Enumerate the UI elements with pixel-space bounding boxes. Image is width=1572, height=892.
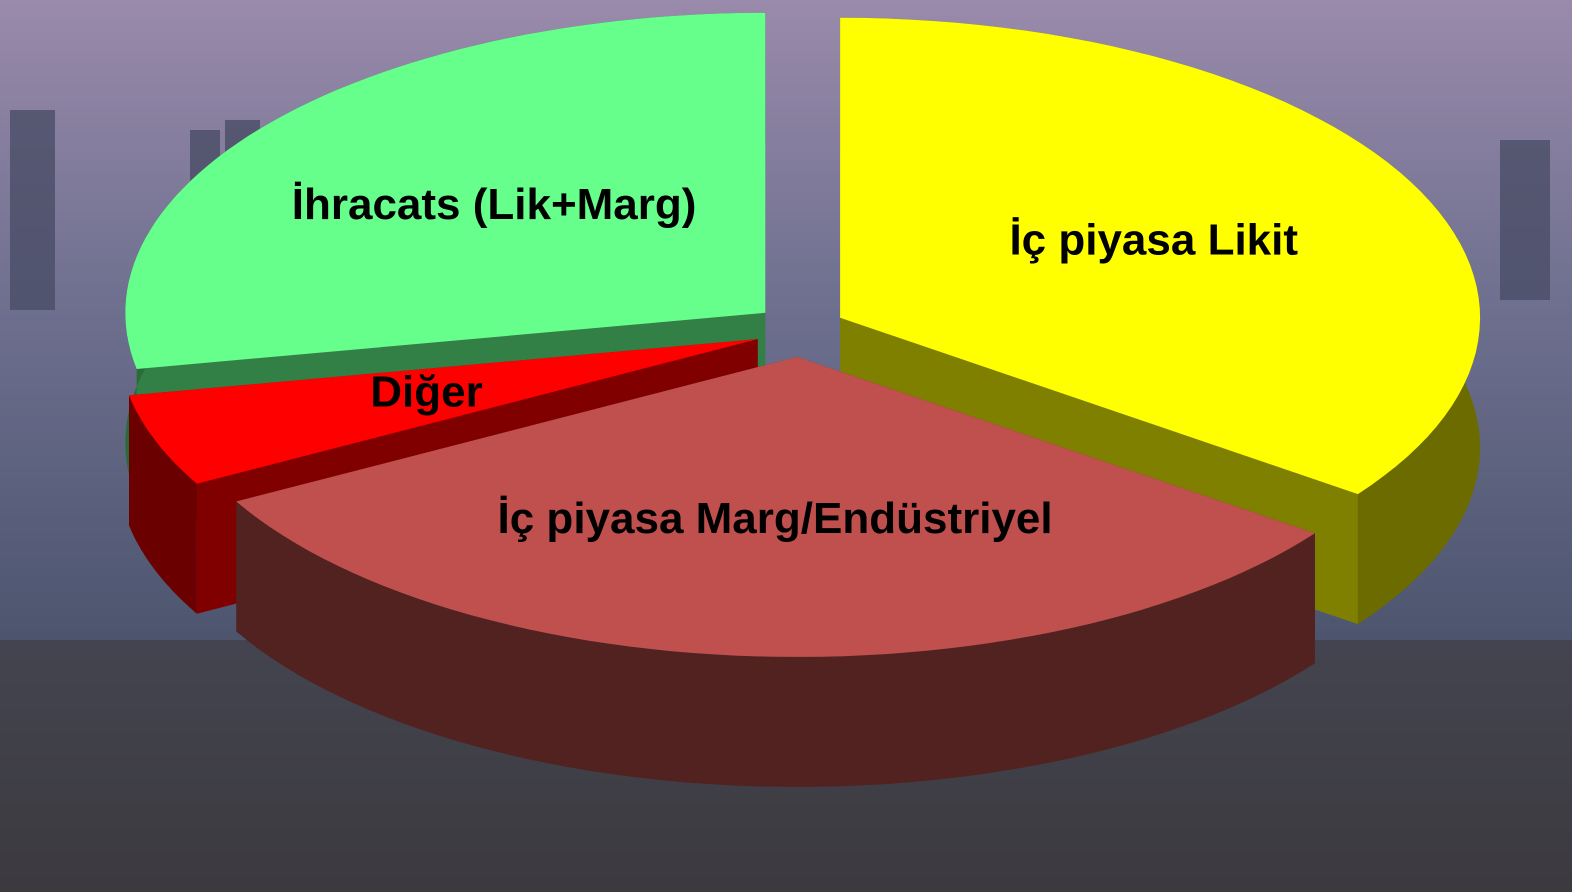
slice-side bbox=[236, 501, 1315, 787]
slice-label: İç piyasa Marg/Endüstriyel bbox=[498, 494, 1053, 543]
slice bbox=[840, 17, 1481, 495]
slice-side bbox=[129, 395, 197, 614]
slice-label: İç piyasa Likit bbox=[1009, 215, 1298, 264]
pie: İç piyasa Likit İç piyasa Marg/Endüstriye… bbox=[125, 12, 1481, 787]
slice-label: İhracats (Lik+Marg) bbox=[292, 180, 697, 229]
slice-label: Diğer bbox=[370, 368, 482, 417]
slice bbox=[236, 356, 1315, 657]
slice bbox=[129, 339, 758, 484]
slice bbox=[125, 12, 766, 370]
